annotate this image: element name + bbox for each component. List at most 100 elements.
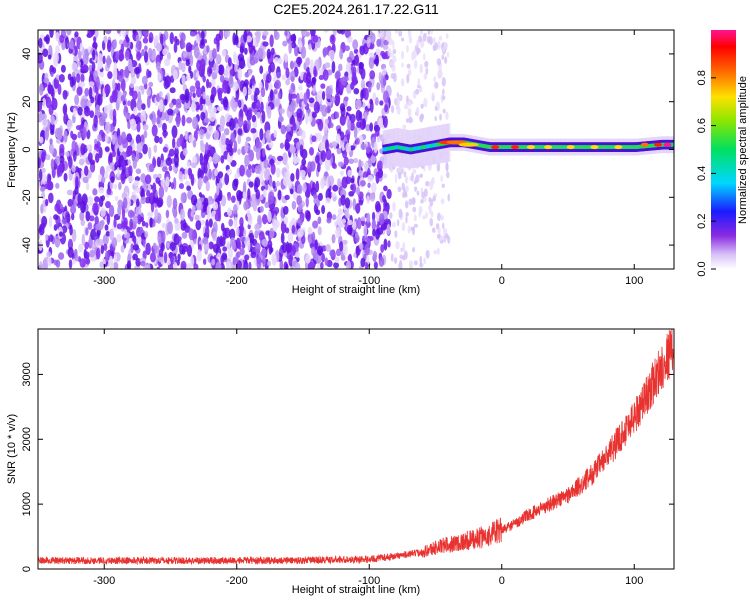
noise-cell <box>38 156 41 169</box>
noise-cell <box>291 93 298 99</box>
noise-cell <box>48 215 53 229</box>
noise-cell <box>291 224 296 234</box>
noise-cell <box>346 106 352 112</box>
noise-cell <box>437 40 441 50</box>
noise-cell <box>82 127 87 140</box>
noise-cell <box>265 129 271 140</box>
noise-cell <box>127 100 131 107</box>
noise-cell <box>100 244 104 255</box>
noise-cell <box>234 101 238 109</box>
noise-cell <box>302 182 307 193</box>
noise-cell <box>102 55 106 65</box>
noise-cell <box>116 223 123 230</box>
noise-cell <box>263 159 269 169</box>
noise-cell <box>261 110 266 124</box>
noise-cell <box>257 214 262 226</box>
noise-cell <box>341 239 348 245</box>
noise-cell <box>338 63 343 72</box>
noise-cell <box>239 164 245 177</box>
signal-peak <box>590 145 599 150</box>
noise-cell <box>312 35 319 43</box>
noise-cell <box>175 236 182 242</box>
noise-cell <box>442 95 446 101</box>
noise-cell <box>55 45 60 55</box>
noise-cell <box>179 208 185 221</box>
noise-cell <box>105 201 112 209</box>
noise-cell <box>153 144 158 153</box>
noise-cell <box>360 216 366 222</box>
colorbar-tick-label: 0.4 <box>696 166 708 181</box>
noise-cell <box>324 257 329 266</box>
noise-cell <box>49 138 53 145</box>
noise-cell <box>80 73 85 83</box>
noise-cell <box>77 131 82 139</box>
signal-peak <box>458 142 479 147</box>
noise-cell <box>307 261 314 269</box>
noise-cell <box>239 248 245 256</box>
noise-cell <box>53 77 59 89</box>
noise-cell <box>158 91 163 98</box>
noise-cell <box>202 91 206 100</box>
noise-cell <box>128 165 133 177</box>
noise-cell <box>186 244 193 257</box>
noise-cell <box>221 49 227 58</box>
noise-cell <box>266 73 272 84</box>
noise-cell <box>316 245 324 256</box>
noise-cell <box>339 103 346 112</box>
noise-cell <box>248 261 252 269</box>
noise-cell <box>262 238 268 247</box>
x-tick-label: 0 <box>499 275 505 287</box>
noise-cell <box>317 226 322 236</box>
noise-cell <box>223 150 229 160</box>
noise-cell <box>434 115 437 122</box>
noise-cell <box>50 158 55 171</box>
noise-cell <box>267 260 272 267</box>
noise-cell <box>332 30 337 37</box>
noise-cell <box>161 122 167 133</box>
colorbar-ticks: 0.0 0.2 0.4 0.6 0.8 <box>696 70 716 277</box>
noise-cell <box>425 67 429 75</box>
noise-cell <box>321 104 328 117</box>
x-tick-label: -300 <box>93 575 115 587</box>
noise-cell <box>297 227 304 238</box>
noise-cell <box>420 30 423 35</box>
noise-cell <box>387 47 392 57</box>
noise-cell <box>309 101 314 108</box>
noise-cell <box>69 76 74 88</box>
noise-cell <box>90 30 96 36</box>
noise-cell <box>335 248 341 257</box>
noise-cell <box>264 201 270 209</box>
noise-cell <box>244 154 250 167</box>
noise-cell <box>353 252 357 258</box>
noise-cell <box>133 235 137 245</box>
noise-cell <box>259 128 264 141</box>
noise-cell <box>428 205 431 210</box>
noise-cell <box>59 34 65 44</box>
noise-cell <box>418 205 423 214</box>
noise-cell <box>315 132 323 142</box>
noise-cell <box>111 161 115 175</box>
noise-cell <box>248 181 254 188</box>
noise-cell <box>441 222 445 230</box>
noise-cell <box>146 68 150 79</box>
noise-cell <box>100 207 106 218</box>
noise-cell <box>48 44 53 57</box>
noise-cell <box>68 259 73 269</box>
noise-cell <box>259 170 264 183</box>
noise-cell <box>290 172 295 182</box>
noise-cell <box>156 156 161 168</box>
noise-cell <box>136 236 142 244</box>
noise-cell <box>191 162 197 169</box>
noise-cell <box>133 107 138 115</box>
noise-cell <box>193 263 199 269</box>
noise-cell <box>111 151 117 158</box>
noise-cell <box>380 244 385 253</box>
noise-cell <box>123 197 128 209</box>
noise-cell <box>53 259 59 266</box>
noise-cell <box>414 186 418 192</box>
noise-cell <box>118 182 122 190</box>
signal-peak <box>566 145 575 150</box>
noise-cell <box>39 136 44 144</box>
noise-cell <box>347 219 353 226</box>
noise-cell <box>110 176 115 183</box>
